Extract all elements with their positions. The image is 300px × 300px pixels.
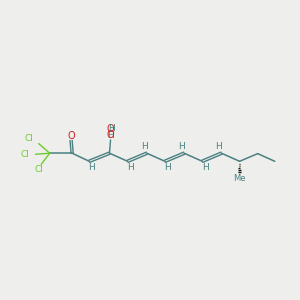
Text: H: H: [164, 163, 171, 172]
Text: H: H: [127, 163, 134, 172]
Text: H: H: [141, 142, 147, 151]
Text: H: H: [178, 142, 185, 151]
Text: Cl: Cl: [21, 150, 30, 159]
Text: O: O: [107, 130, 114, 140]
Text: H: H: [202, 163, 208, 172]
Text: H: H: [88, 163, 95, 172]
Text: Cl: Cl: [25, 134, 34, 143]
Text: H: H: [215, 142, 222, 151]
Text: Cl: Cl: [34, 165, 43, 174]
Text: O: O: [67, 131, 75, 141]
Text: H: H: [108, 131, 114, 140]
Text: Me: Me: [233, 174, 245, 183]
Text: O: O: [106, 124, 114, 134]
Text: H: H: [108, 124, 115, 133]
